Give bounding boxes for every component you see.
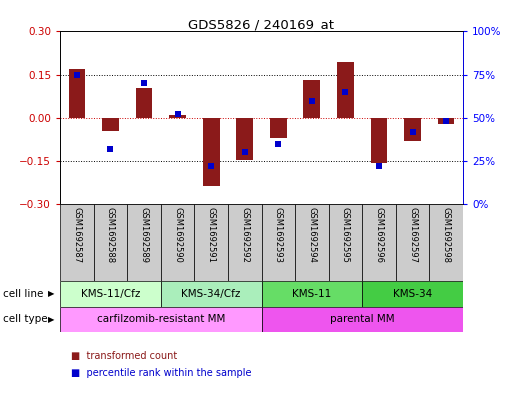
Bar — [429, 204, 463, 281]
Text: parental MM: parental MM — [330, 314, 394, 324]
Text: ■  percentile rank within the sample: ■ percentile rank within the sample — [71, 368, 251, 378]
Bar — [262, 204, 295, 281]
Bar — [262, 281, 362, 307]
Text: ■  transformed count: ■ transformed count — [71, 351, 177, 361]
Text: carfilzomib-resistant MM: carfilzomib-resistant MM — [97, 314, 225, 324]
Bar — [60, 307, 262, 332]
Bar — [169, 115, 186, 118]
Bar — [371, 118, 388, 163]
Bar — [228, 204, 262, 281]
Text: KMS-34: KMS-34 — [393, 289, 432, 299]
Bar — [69, 69, 85, 118]
Bar — [270, 118, 287, 138]
Text: GSM1692595: GSM1692595 — [341, 207, 350, 263]
Text: GSM1692598: GSM1692598 — [441, 207, 451, 263]
Bar — [362, 204, 396, 281]
Text: cell line: cell line — [3, 289, 43, 299]
Bar — [236, 118, 253, 160]
Text: GDS5826 / 240169_at: GDS5826 / 240169_at — [188, 18, 335, 31]
Text: KMS-11/Cfz: KMS-11/Cfz — [81, 289, 140, 299]
Bar — [328, 204, 362, 281]
Bar — [203, 118, 220, 185]
Text: GSM1692593: GSM1692593 — [274, 207, 283, 263]
Text: GSM1692589: GSM1692589 — [140, 207, 149, 263]
Bar — [438, 118, 454, 124]
Bar — [337, 62, 354, 118]
Text: ▶: ▶ — [49, 289, 55, 298]
Bar — [161, 281, 262, 307]
Bar — [60, 281, 161, 307]
Bar — [362, 281, 463, 307]
Text: GSM1692591: GSM1692591 — [207, 207, 215, 263]
Text: GSM1692592: GSM1692592 — [240, 207, 249, 263]
Bar — [262, 307, 463, 332]
Text: GSM1692588: GSM1692588 — [106, 207, 115, 263]
Text: GSM1692596: GSM1692596 — [374, 207, 383, 263]
Text: GSM1692590: GSM1692590 — [173, 207, 182, 263]
Bar — [303, 81, 320, 118]
Text: KMS-34/Cfz: KMS-34/Cfz — [181, 289, 241, 299]
Bar — [60, 204, 94, 281]
Bar — [102, 118, 119, 131]
Text: GSM1692587: GSM1692587 — [72, 207, 82, 263]
Text: ▶: ▶ — [49, 315, 55, 324]
Bar — [195, 204, 228, 281]
Text: cell type: cell type — [3, 314, 47, 324]
Bar — [135, 88, 152, 118]
Bar — [127, 204, 161, 281]
Bar — [404, 118, 421, 141]
Bar — [94, 204, 127, 281]
Text: KMS-11: KMS-11 — [292, 289, 332, 299]
Bar — [295, 204, 328, 281]
Bar — [161, 204, 195, 281]
Bar — [396, 204, 429, 281]
Text: GSM1692594: GSM1692594 — [308, 207, 316, 263]
Text: GSM1692597: GSM1692597 — [408, 207, 417, 263]
